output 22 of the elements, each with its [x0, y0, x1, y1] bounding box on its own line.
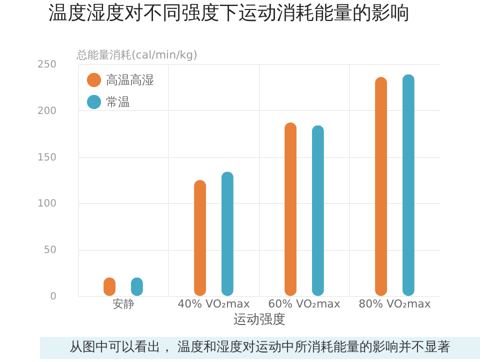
y-tick-label: 200: [37, 106, 56, 117]
bar: [221, 172, 234, 296]
y-axis-title: 总能量消耗(cal/min/kg): [76, 48, 198, 62]
x-tick-label: 80% VO₂max: [358, 298, 432, 310]
bar: [402, 74, 414, 296]
y-tick-label: 100: [37, 198, 56, 210]
chart-title: 温度湿度对不同强度下运动消耗能量的影响: [48, 2, 410, 24]
x-axis-title: 运动强度: [234, 312, 286, 328]
x-tick-label: 安静: [112, 298, 134, 310]
y-tick-label: 250: [37, 60, 56, 70]
x-tick-label: 60% VO₂max: [268, 298, 341, 310]
bar: [194, 180, 206, 296]
y-tick-label: 0: [50, 292, 56, 302]
x-tick-label: 40% VO₂max: [178, 298, 250, 310]
legend-label: 常温: [106, 95, 130, 109]
y-tick-label: 150: [37, 152, 56, 164]
bar: [284, 122, 297, 296]
bar: [375, 76, 388, 296]
y-tick-label: 50: [44, 245, 56, 256]
text: 从图中可以看出， 温度和湿度对运动中所消耗能量的影响并不显著: [40, 337, 480, 359]
legend-label: 高温高湿: [106, 73, 154, 87]
bar: [312, 125, 324, 296]
